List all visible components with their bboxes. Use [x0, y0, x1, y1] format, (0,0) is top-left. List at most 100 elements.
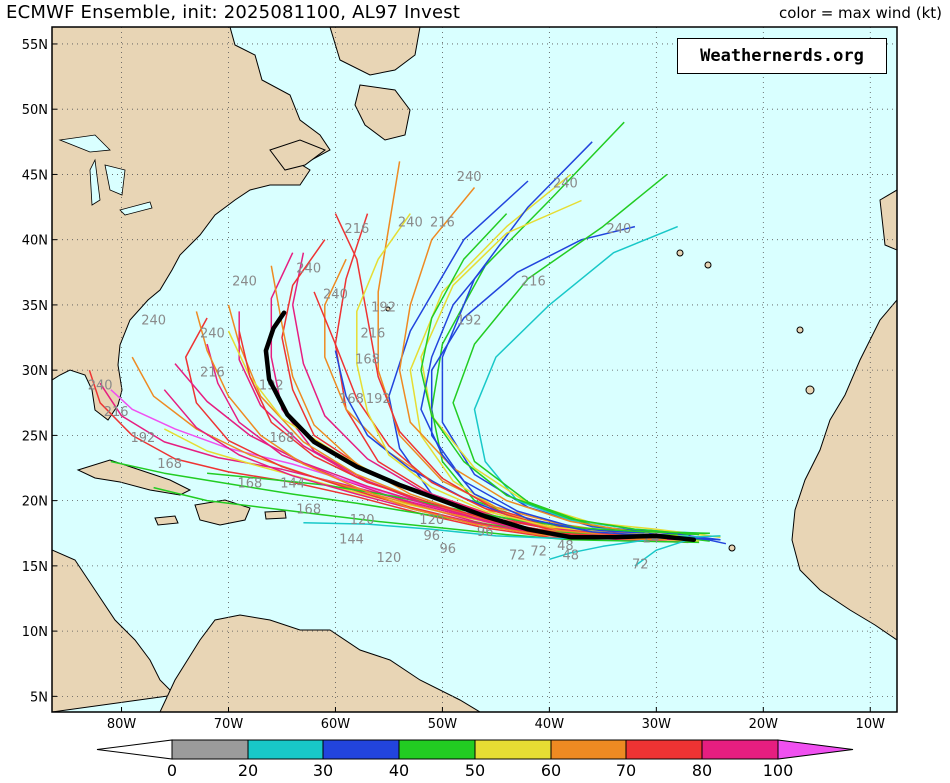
land-cape-verde — [728, 544, 736, 552]
colorbar-tick-label: 70 — [615, 761, 637, 780]
hour-label: 216 — [430, 216, 455, 231]
lake-michigan — [89, 158, 101, 206]
lon-label: 10W — [856, 717, 886, 732]
hour-label: 168 — [157, 457, 182, 472]
hour-label: 144 — [280, 477, 305, 492]
colorbar-bin — [474, 739, 552, 760]
colorbar-tick-label: 100 — [762, 761, 794, 780]
colorbar-bin — [398, 739, 476, 760]
land-hispaniola — [194, 499, 251, 526]
hour-label: 48 — [562, 548, 579, 563]
hour-label: 72 — [530, 544, 547, 559]
colorbar-tick-label: 50 — [464, 761, 486, 780]
hour-label: 120 — [377, 551, 402, 566]
land-central-america — [52, 549, 177, 712]
lat-label: 45N — [22, 168, 48, 183]
hour-label: 168 — [355, 353, 380, 368]
map-title: ECMWF Ensemble, init: 2025081100, AL97 I… — [6, 2, 461, 23]
hour-label: 144 — [339, 533, 364, 548]
latitude-labels: 55N 50N 45N 40N 35N 30N 25N 20N 15N 10N 5N — [22, 38, 57, 705]
lat-label: 40N — [22, 234, 48, 249]
lat-label: 10N — [22, 625, 48, 640]
land-nova-scotia — [269, 139, 327, 171]
hour-label: 96 — [439, 542, 456, 557]
lat-label: 20N — [22, 495, 48, 510]
member-track — [110, 460, 678, 536]
land-jamaica — [154, 515, 179, 526]
member-track — [153, 486, 700, 544]
hour-label: 240 — [457, 170, 482, 185]
land-africa — [791, 299, 897, 641]
map-frame — [51, 26, 898, 713]
lon-label: 70W — [214, 717, 244, 732]
hour-label: 192 — [366, 392, 391, 407]
hour-label: 72 — [632, 557, 649, 572]
hour-label: 120 — [350, 513, 375, 528]
member-track — [420, 265, 721, 541]
land-masses — [52, 27, 897, 712]
hour-label: 120 — [419, 513, 444, 528]
colorbar-tick-label: 60 — [540, 761, 562, 780]
hour-label: 216 — [344, 222, 369, 237]
lat-label: 35N — [22, 299, 48, 314]
land-canaries — [805, 385, 815, 395]
colorbar-tick-label: 0 — [166, 761, 178, 780]
hour-label: 216 — [200, 366, 225, 381]
lon-label: 40W — [535, 717, 565, 732]
member-track — [420, 199, 721, 538]
lat-label: 30N — [22, 364, 48, 379]
graticule — [52, 27, 897, 712]
hour-label: 168 — [270, 431, 295, 446]
hour-label: 240 — [141, 313, 166, 328]
land-south-america — [159, 614, 481, 712]
hour-label: 240 — [232, 274, 257, 289]
member-track — [356, 213, 678, 537]
land-madeira — [796, 326, 804, 334]
lat-label: 25N — [22, 429, 48, 444]
land-europe-iberia — [879, 189, 897, 251]
member-track — [398, 187, 700, 540]
ensemble-mean-track — [263, 310, 697, 543]
colorbar-tick-label: 20 — [237, 761, 259, 780]
color-legend-note: color = max wind (kt) — [779, 4, 942, 22]
hour-label: 96 — [477, 525, 494, 540]
hour-label: 240 — [88, 379, 113, 394]
colorbar-tick-label: 40 — [388, 761, 410, 780]
hour-label: 48 — [557, 539, 574, 554]
hour-label: 240 — [553, 176, 578, 191]
lake-erie — [119, 201, 153, 216]
land-newfoundland — [354, 84, 411, 141]
hour-label: 216 — [360, 327, 385, 342]
lon-label: 50W — [428, 717, 458, 732]
lon-label: 60W — [321, 717, 351, 732]
lon-label: 30W — [642, 717, 672, 732]
member-track — [324, 258, 689, 538]
land-puerto-rico — [264, 510, 287, 520]
lake-superior — [58, 134, 111, 153]
hour-label: 168 — [296, 503, 321, 518]
land-azores-1 — [676, 249, 684, 257]
lon-label: 80W — [107, 717, 137, 732]
member-track — [420, 213, 700, 536]
colorbar-bin — [625, 739, 703, 760]
colorbar-bin — [247, 739, 324, 760]
lon-label: 20W — [749, 717, 779, 732]
watermark: Weathernerds.org — [677, 38, 887, 74]
hour-label: 240 — [296, 261, 321, 276]
colorbar-tick-label: 30 — [312, 761, 334, 780]
hour-label: 240 — [200, 327, 225, 342]
lat-label: 5N — [30, 690, 48, 705]
member-track — [634, 539, 689, 567]
land-north-america — [52, 27, 331, 421]
lat-label: 15N — [22, 560, 48, 575]
wind-colorbar — [96, 739, 854, 760]
land-bermuda — [385, 306, 391, 312]
hour-label: 240 — [606, 222, 631, 237]
lake-huron — [104, 164, 126, 196]
hour-label: 96 — [423, 529, 440, 544]
hour-label: 216 — [521, 274, 546, 289]
lat-label: 50N — [22, 103, 48, 118]
hour-label: 24 — [643, 531, 660, 546]
hour-label: 192 — [131, 431, 156, 446]
